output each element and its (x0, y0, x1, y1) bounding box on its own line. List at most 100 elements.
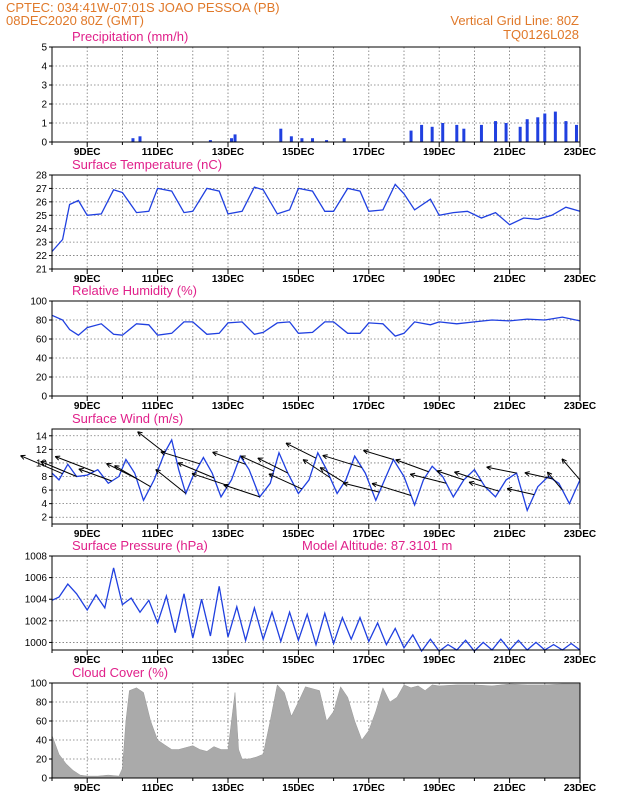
y-tick-label: 80 (36, 698, 48, 709)
y-tick-label: 14 (36, 431, 48, 442)
precip-bar-9 (325, 140, 329, 142)
wind-vector-7 (155, 468, 187, 494)
wind-vector-9 (177, 462, 215, 479)
y-tick-label: 21 (36, 265, 48, 276)
y-tick-label: 1 (41, 119, 47, 130)
x-tick-label: 11DEC (142, 147, 174, 158)
y-tick-label: 1008 (25, 552, 48, 563)
precip-bar-11 (409, 130, 413, 142)
wind-vector-32 (561, 458, 581, 481)
y-tick-label: 0 (41, 392, 47, 403)
y-tick-label: 12 (36, 445, 48, 456)
x-tick-label: 15DEC (282, 655, 314, 666)
precip-bar-2 (208, 140, 212, 142)
wind-vector-20 (343, 481, 380, 493)
y-tick-label: 40 (36, 354, 48, 365)
x-tick-label: 21DEC (493, 783, 525, 794)
panel-title: Surface Wind (m/s) (72, 411, 183, 426)
panel-2: 21 22 23 24 25 26 27 28 9DEC 11DEC 13DEC 15DEC 17DEC… (36, 157, 596, 285)
x-tick-label: 19DEC (423, 783, 455, 794)
y-tick-label: 3 (41, 81, 47, 92)
y-tick-label: 28 (36, 171, 48, 182)
precip-bar-16 (462, 128, 466, 142)
precip-bar-1 (138, 136, 142, 142)
panel-4: 2 4 6 8 10 12 14 9DEC 11DEC 13DEC 15DEC 17DEC 19DEC 2… (20, 411, 596, 540)
x-tick-label: 13DEC (212, 529, 244, 540)
x-tick-label: 23DEC (564, 401, 596, 412)
x-tick-label: 15DEC (282, 783, 314, 794)
x-tick-label: 17DEC (353, 401, 385, 412)
wind-vector-22 (371, 482, 412, 496)
precip-bar-18 (494, 121, 498, 142)
x-tick-label: 21DEC (493, 529, 525, 540)
precip-bar-5 (279, 128, 283, 142)
y-tick-label: 5 (41, 43, 47, 54)
x-tick-label: 9DEC (74, 783, 101, 794)
y-tick-label: 6 (41, 486, 47, 497)
x-tick-label: 13DEC (212, 655, 244, 666)
y-tick-label: 100 (30, 679, 47, 690)
wind-vector-30 (524, 471, 552, 480)
y-tick-label: 27 (36, 184, 48, 195)
precip-bar-19 (504, 123, 508, 142)
wind-vector-1 (40, 460, 77, 477)
x-tick-label: 21DEC (493, 655, 525, 666)
wind-vector-23 (395, 458, 429, 473)
precip-bar-20 (518, 126, 522, 142)
precip-bar-17 (479, 124, 483, 142)
x-tick-label: 17DEC (353, 529, 385, 540)
panel-title: Surface Temperature (nC) (72, 157, 222, 172)
y-tick-label: 0 (41, 138, 47, 149)
wind-vector-24 (409, 472, 447, 484)
header-station: CPTEC: 034:41W-07:01S JOAO PESSOA (PB) (6, 0, 280, 15)
precip-bar-23 (543, 113, 547, 142)
y-tick-label: 80 (36, 316, 48, 327)
x-tick-label: 13DEC (212, 401, 244, 412)
wind-vector-21 (363, 449, 394, 461)
x-tick-label: 19DEC (423, 655, 455, 666)
wind-vector-27 (468, 480, 500, 492)
wind-vector-25 (436, 469, 464, 481)
x-tick-label: 23DEC (564, 274, 596, 285)
series-line-2 (51, 183, 581, 252)
y-tick-label: 8 (41, 472, 47, 483)
wind-vector-15 (268, 473, 303, 490)
x-tick-label: 19DEC (423, 401, 455, 412)
y-tick-label: 1000 (25, 638, 48, 649)
x-tick-label: 23DEC (564, 529, 596, 540)
x-tick-label: 9DEC (74, 401, 101, 412)
y-tick-label: 1004 (25, 595, 48, 606)
wind-vector-11 (212, 451, 246, 465)
wind-vector-31 (546, 471, 563, 491)
x-tick-label: 11DEC (142, 529, 174, 540)
series-line-3 (51, 314, 581, 337)
wind-vector-17 (302, 459, 331, 479)
model-altitude: Model Altitude: 87.3101 m (302, 538, 452, 553)
panel-5: 1000 1002 1004 1006 1008 9DEC 11DEC 13DEC 15DEC 1… (25, 538, 596, 666)
panel-title: Relative Humidity (%) (72, 283, 197, 298)
y-tick-label: 10 (36, 458, 48, 469)
precip-bar-15 (455, 124, 459, 142)
x-tick-label: 23DEC (564, 147, 596, 158)
series-line-4 (51, 438, 581, 513)
x-tick-label: 9DEC (74, 655, 101, 666)
precip-bar-26 (574, 124, 578, 142)
y-tick-label: 0 (41, 774, 47, 785)
x-tick-label: 9DEC (74, 147, 101, 158)
precip-bar-4 (233, 134, 237, 142)
header-run-time: 08DEC2020 80Z (GMT) (6, 13, 144, 28)
y-tick-label: 26 (36, 197, 48, 208)
wind-vector-0 (20, 454, 63, 475)
x-tick-label: 23DEC (564, 783, 596, 794)
wind-vector-26 (454, 470, 482, 482)
precip-bar-6 (289, 136, 293, 142)
precip-bar-13 (430, 126, 434, 142)
y-tick-label: 1006 (25, 573, 48, 584)
x-tick-label: 17DEC (353, 655, 385, 666)
y-tick-label: 4 (41, 499, 47, 510)
y-tick-label: 60 (36, 717, 48, 728)
x-tick-label: 11DEC (142, 274, 174, 285)
y-tick-label: 23 (36, 238, 48, 249)
wind-vector-10 (191, 472, 229, 487)
